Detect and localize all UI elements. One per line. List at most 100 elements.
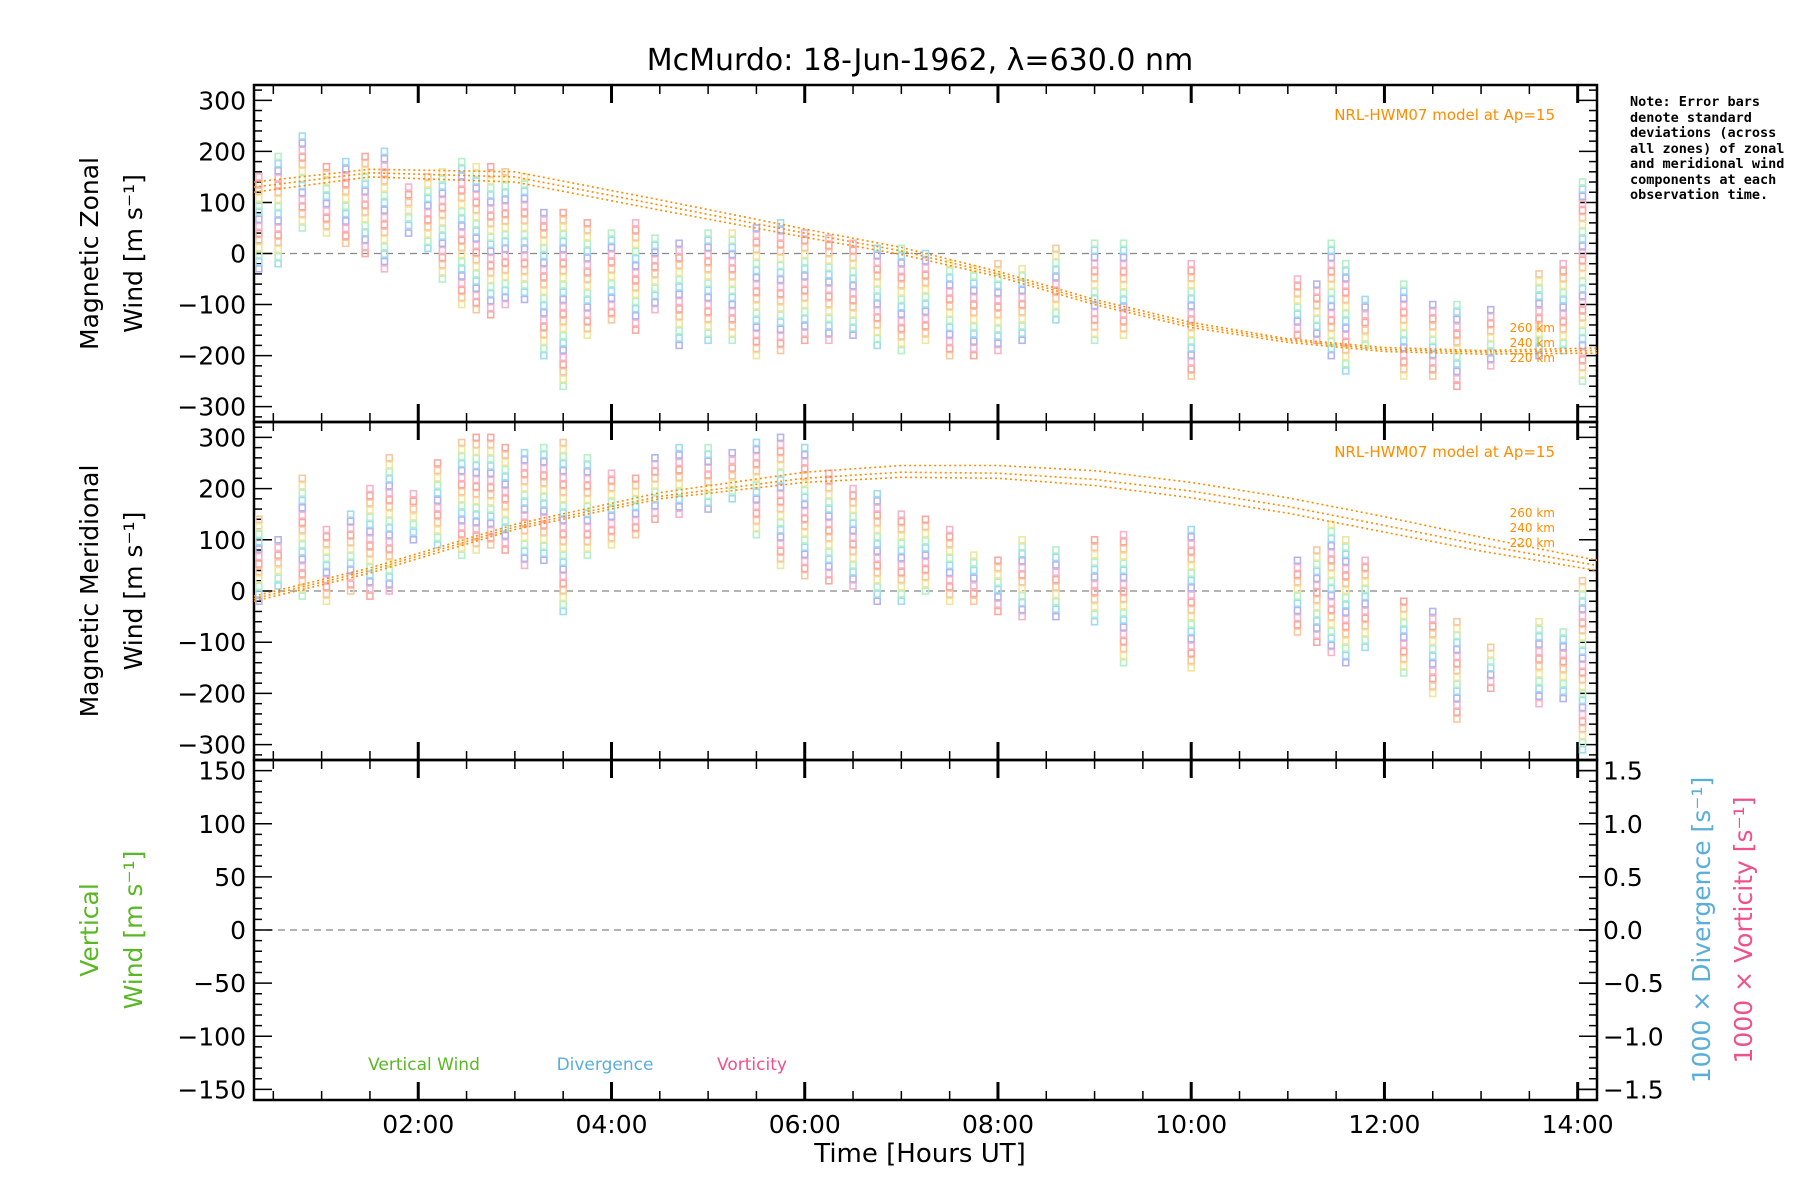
- model-curve-260km: [253, 168, 1598, 352]
- data-point: [1486, 333, 1495, 342]
- data-point: [607, 469, 616, 478]
- data-point: [298, 474, 307, 483]
- data-point: [607, 229, 616, 237]
- data-point: [1293, 563, 1302, 572]
- y-axis-label: Wind [m s⁻¹]: [119, 174, 148, 333]
- data-point: [1535, 684, 1543, 693]
- data-point: [921, 572, 930, 581]
- data-point: [366, 499, 374, 507]
- data-point: [704, 443, 712, 452]
- data-point: [385, 510, 394, 518]
- data-point: [1313, 280, 1321, 288]
- data-point: [385, 538, 394, 546]
- data-point: [873, 334, 881, 343]
- data-point: [800, 229, 809, 237]
- data-point: [849, 246, 857, 255]
- data-point: [559, 273, 567, 282]
- data-point: [1293, 570, 1302, 579]
- data-point: [945, 266, 954, 275]
- data-point: [1090, 322, 1099, 331]
- data-point: [1327, 584, 1336, 593]
- data-point: [438, 260, 447, 269]
- data-point: [800, 243, 809, 252]
- data-point: [298, 496, 307, 505]
- data-point: [1187, 309, 1196, 317]
- data-point: [873, 313, 881, 322]
- data-point: [1399, 308, 1408, 317]
- data-point: [424, 223, 432, 231]
- data-point: [1486, 684, 1495, 693]
- data-point: [298, 139, 307, 147]
- data-point: [1453, 666, 1461, 675]
- data-point: [1327, 570, 1336, 579]
- data-point: [1293, 303, 1302, 311]
- data-point: [385, 475, 394, 483]
- right-tick-label: 1.0: [1603, 810, 1643, 839]
- data-point: [752, 502, 761, 511]
- data-point: [1453, 680, 1461, 689]
- data-point: [559, 208, 567, 217]
- data-point: [1327, 309, 1336, 318]
- data-point: [1187, 642, 1196, 650]
- data-point: [274, 224, 282, 232]
- data-point: [631, 311, 640, 320]
- data-point: [472, 284, 481, 293]
- data-point: [921, 278, 930, 287]
- observation-column: [675, 239, 683, 350]
- data-point: [486, 462, 495, 470]
- data-point: [438, 189, 447, 198]
- data-point: [1090, 603, 1099, 611]
- data-point: [1293, 310, 1302, 318]
- data-point: [501, 465, 510, 474]
- data-point: [540, 479, 548, 487]
- data-point: [800, 250, 809, 259]
- data-point: [651, 305, 659, 314]
- data-point: [1293, 577, 1302, 586]
- data-point: [1052, 294, 1060, 303]
- data-point: [1018, 307, 1026, 316]
- data-point: [675, 297, 683, 306]
- data-point: [380, 191, 389, 200]
- data-point: [1341, 331, 1350, 339]
- data-point: [501, 502, 510, 510]
- data-point: [728, 279, 737, 287]
- data-point: [1119, 296, 1128, 304]
- observation-column: [776, 433, 785, 570]
- data-point: [825, 270, 833, 279]
- data-point: [1428, 300, 1437, 309]
- data-point: [583, 467, 592, 476]
- data-point: [800, 322, 809, 330]
- data-point: [1486, 340, 1495, 349]
- observation-column: [825, 234, 833, 345]
- data-point: [559, 586, 567, 595]
- data-point: [457, 495, 466, 503]
- data-point: [404, 229, 413, 237]
- data-point: [1453, 624, 1461, 633]
- data-point: [1428, 622, 1437, 631]
- data-point: [1578, 647, 1587, 655]
- data-point: [380, 213, 389, 222]
- data-point: [607, 243, 616, 252]
- data-point: [1327, 239, 1336, 248]
- data-point: [298, 526, 307, 534]
- data-point: [921, 515, 930, 524]
- data-point: [1119, 616, 1128, 624]
- data-point: [540, 316, 548, 324]
- data-point: [776, 454, 785, 463]
- data-point: [849, 331, 857, 339]
- data-point: [800, 514, 809, 523]
- observation-column: [385, 454, 394, 595]
- data-point: [1361, 607, 1369, 615]
- data-point: [438, 275, 447, 283]
- data-point: [825, 490, 833, 499]
- data-point: [704, 457, 712, 466]
- data-point: [651, 291, 659, 300]
- data-point: [752, 467, 761, 475]
- model-curve-220km: [253, 476, 1598, 602]
- data-point: [704, 250, 712, 259]
- data-point: [1341, 557, 1350, 566]
- observation-column: [274, 535, 282, 590]
- data-point: [298, 217, 307, 225]
- data-point: [1313, 631, 1321, 639]
- data-point: [1327, 541, 1336, 550]
